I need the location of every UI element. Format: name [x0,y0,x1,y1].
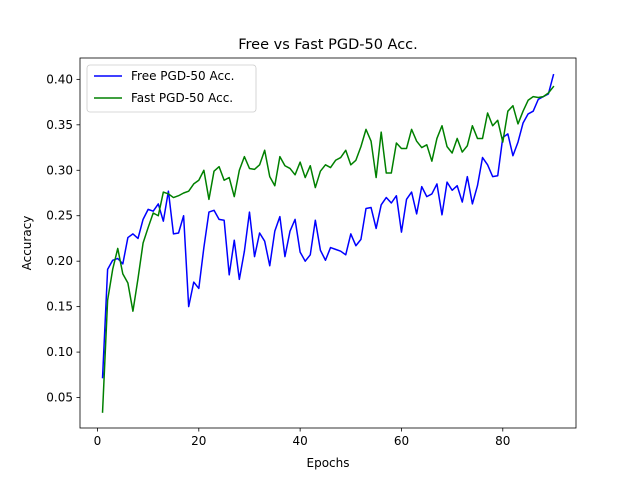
y-tick-label: 0.25 [46,209,73,223]
y-tick-label: 0.30 [46,163,73,177]
chart-title: Free vs Fast PGD-50 Acc. [238,37,418,53]
legend-box [86,64,257,113]
y-tick-label: 0.20 [46,254,73,268]
ticks-layer: 0 20 40 60 80 0.05 0.10 0.15 0.20 0.25 0.30 0.35 0.4… [46,72,510,448]
y-tick-label: 0.10 [46,345,73,359]
x-tick-label: 40 [292,434,307,448]
series-line-1 [101,85,555,413]
y-tick-label: 0.35 [46,118,73,132]
legend-label-free: Free PGD-50 Acc. [131,69,234,83]
x-tick-label: 60 [394,434,409,448]
y-axis-label: Accuracy [20,216,34,271]
series-line-0 [101,73,555,379]
x-tick-label: 80 [495,434,510,448]
x-axis-label: Epochs [307,456,350,470]
y-tick-label: 0.40 [46,72,73,86]
legend-label-fast: Fast PGD-50 Acc. [131,91,233,105]
y-tick-label: 0.15 [46,300,73,314]
x-tick-label: 20 [191,434,206,448]
series-layer [101,73,555,413]
x-tick-label: 0 [94,434,102,448]
legend: Free PGD-50 Acc. Fast PGD-50 Acc. [86,64,257,113]
y-tick-label: 0.05 [46,391,73,405]
plot-frame [79,57,577,429]
